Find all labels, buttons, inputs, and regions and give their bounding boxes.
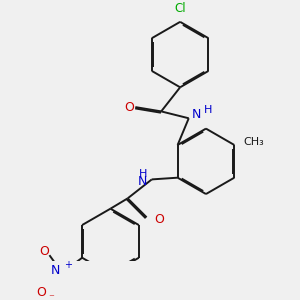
Text: N: N [51, 264, 61, 277]
Text: O: O [154, 212, 164, 226]
Text: N: N [138, 175, 148, 188]
Text: +: + [64, 260, 72, 270]
Text: O: O [36, 286, 46, 299]
Text: ⁻: ⁻ [48, 293, 54, 300]
Text: CH₃: CH₃ [243, 136, 264, 146]
Text: N: N [192, 108, 202, 121]
Text: O: O [39, 245, 49, 258]
Text: H: H [204, 105, 213, 115]
Text: O: O [124, 100, 134, 114]
Text: Cl: Cl [174, 2, 186, 15]
Text: H: H [139, 169, 148, 179]
